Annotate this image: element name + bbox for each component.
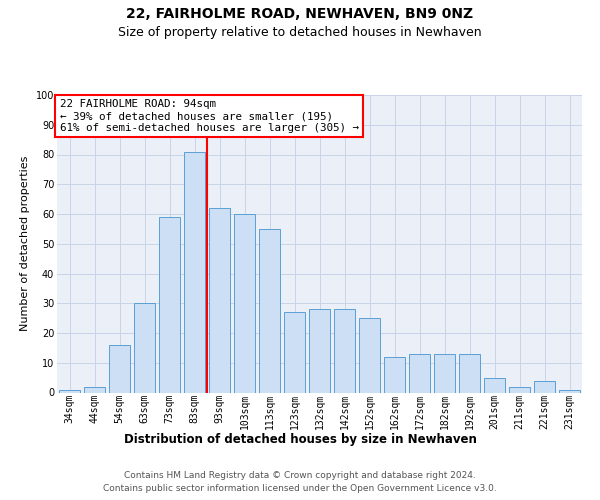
Bar — [84, 386, 105, 392]
Bar — [234, 214, 255, 392]
Bar — [209, 208, 230, 392]
Bar — [559, 390, 580, 392]
Bar — [409, 354, 430, 393]
Text: Contains HM Land Registry data © Crown copyright and database right 2024.: Contains HM Land Registry data © Crown c… — [124, 472, 476, 480]
Text: Distribution of detached houses by size in Newhaven: Distribution of detached houses by size … — [124, 432, 476, 446]
Bar — [459, 354, 480, 393]
Bar — [309, 309, 330, 392]
Bar — [534, 380, 555, 392]
Bar — [284, 312, 305, 392]
Bar — [509, 386, 530, 392]
Bar — [484, 378, 505, 392]
Bar — [359, 318, 380, 392]
Bar — [384, 357, 405, 392]
Bar — [109, 345, 130, 393]
Text: 22, FAIRHOLME ROAD, NEWHAVEN, BN9 0NZ: 22, FAIRHOLME ROAD, NEWHAVEN, BN9 0NZ — [127, 6, 473, 20]
Bar — [334, 309, 355, 392]
Bar — [184, 152, 205, 392]
Bar — [259, 229, 280, 392]
Text: Contains public sector information licensed under the Open Government Licence v3: Contains public sector information licen… — [103, 484, 497, 493]
Y-axis label: Number of detached properties: Number of detached properties — [20, 156, 30, 332]
Text: Size of property relative to detached houses in Newhaven: Size of property relative to detached ho… — [118, 26, 482, 39]
Text: 22 FAIRHOLME ROAD: 94sqm
← 39% of detached houses are smaller (195)
61% of semi-: 22 FAIRHOLME ROAD: 94sqm ← 39% of detach… — [59, 100, 359, 132]
Bar — [159, 217, 180, 392]
Bar — [434, 354, 455, 393]
Bar — [134, 303, 155, 392]
Bar — [59, 390, 80, 392]
